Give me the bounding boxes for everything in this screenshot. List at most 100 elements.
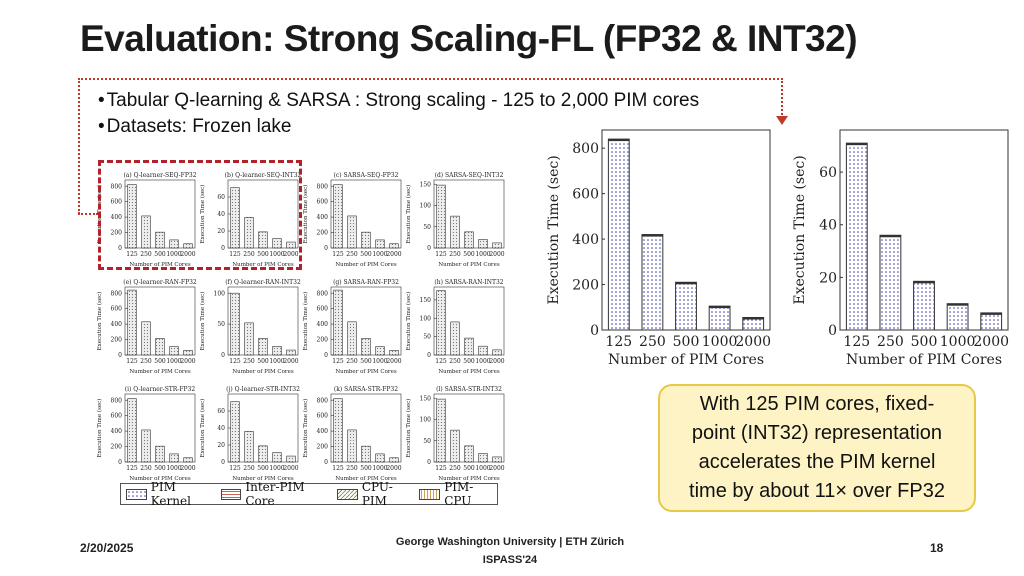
x-tick-label: 2000	[386, 251, 401, 258]
bar	[389, 243, 399, 249]
x-tick-label: 250	[346, 465, 358, 472]
bar-cap	[742, 317, 764, 320]
x-tick-label: 2000	[180, 358, 195, 365]
bar	[272, 452, 282, 463]
bar	[879, 234, 902, 331]
bullet-item: Tabular Q-learning & SARSA : Strong scal…	[98, 88, 699, 114]
x-tick-label: 500	[360, 251, 372, 258]
y-axis-label: Execution Time (sec)	[405, 185, 412, 244]
bar	[389, 350, 399, 356]
dots-pattern-icon	[126, 488, 147, 500]
y-tick-label: 60	[217, 194, 225, 201]
y-tick-label: 50	[217, 321, 225, 328]
x-tick-label: 1000	[166, 358, 181, 365]
bar	[464, 231, 474, 249]
y-tick-label: 0	[118, 352, 122, 359]
bar-chart: (g) SARSA-RAN-FP32 0 200 400 600 800 125 250 500…	[302, 279, 402, 375]
x-axis-label: Number of PIM Cores	[438, 369, 499, 375]
y-axis-label: Execution Time (sec)	[792, 155, 808, 304]
bar	[641, 234, 664, 331]
x-axis-label: Number of PIM Cores	[608, 352, 764, 368]
arrow-down-icon	[776, 116, 788, 125]
bar-chart: (j) Q-learner-STR-INT32 0 20 40 60 125 250 500 1…	[199, 386, 300, 482]
bar	[436, 398, 446, 463]
bar	[389, 457, 399, 463]
bar	[183, 350, 193, 356]
bar-cap	[608, 139, 630, 142]
bar	[230, 292, 240, 356]
y-tick-label: 200	[111, 230, 123, 237]
x-tick-label: 1000	[269, 251, 284, 258]
highlight-box	[98, 160, 302, 270]
y-tick-label: 0	[221, 352, 225, 359]
bar	[913, 280, 935, 331]
footer-affiliation: George Washington University | ETH Züric…	[380, 533, 640, 569]
bar	[375, 346, 385, 356]
diag-pattern-icon	[337, 488, 358, 500]
y-tick-label: 100	[214, 290, 226, 297]
y-axis-label: Execution Time (sec)	[405, 292, 412, 351]
chart-title: (e) Q-learner-RAN-FP32	[123, 279, 197, 286]
bar	[169, 453, 179, 463]
x-tick-label: 500	[154, 358, 166, 365]
y-axis-label: Execution Time (sec)	[96, 292, 103, 351]
x-tick-label: 125	[332, 465, 344, 472]
x-tick-label: 2000	[283, 465, 298, 472]
y-tick-label: 40	[819, 218, 837, 234]
y-tick-label: 600	[317, 306, 329, 313]
x-axis-label: Number of PIM Cores	[129, 262, 190, 268]
y-tick-label: 600	[111, 306, 123, 313]
page-number: 18	[930, 541, 944, 555]
bar-chart: (i) Q-learner-STR-FP32 0 200 400 600 800 125 25…	[96, 386, 196, 482]
bar-chart: (k) SARSA-STR-FP32 0 200 400 600 800 125 250 500…	[302, 386, 402, 482]
bar	[361, 338, 371, 356]
x-tick-label: 250	[140, 251, 152, 258]
bar	[286, 455, 296, 463]
y-tick-label: 200	[111, 444, 123, 451]
x-tick-label: 1000	[269, 465, 284, 472]
chart-title: (c) SARSA-SEQ-FP32	[334, 172, 399, 179]
legend-label: CPU-PIM	[361, 480, 393, 508]
bar	[675, 281, 697, 331]
y-tick-label: 800	[317, 183, 329, 190]
x-axis-label: Number of PIM Cores	[335, 262, 396, 268]
legend-label: PIM Kernel	[150, 480, 191, 508]
x-tick-label: 125	[126, 251, 138, 258]
bar-cap	[675, 282, 697, 285]
x-tick-label: 2000	[180, 465, 195, 472]
bar	[361, 231, 371, 249]
y-axis-label: Execution Time (sec)	[546, 155, 562, 304]
bar	[361, 445, 371, 463]
bar	[450, 429, 460, 463]
chart-title: (l) SARSA-STR-INT32	[436, 386, 502, 393]
y-tick-label: 100	[420, 417, 432, 424]
connector-line	[78, 78, 80, 214]
footer-date: 2/20/2025	[80, 541, 134, 555]
x-axis-label: Number of PIM Cores	[232, 369, 293, 375]
bar	[286, 349, 296, 356]
x-tick-label: 500	[360, 465, 372, 472]
x-tick-label: 1000	[166, 251, 181, 258]
y-axis-label: Execution Time (sec)	[199, 185, 206, 244]
x-tick-label: 125	[332, 251, 344, 258]
y-tick-label: 200	[572, 277, 599, 293]
bar-cap	[846, 143, 868, 146]
bar	[478, 453, 488, 463]
x-tick-label: 2000	[735, 334, 771, 350]
y-tick-label: 20	[217, 228, 225, 235]
legend-item: PIM-CPU	[419, 480, 497, 508]
bar-chart: (e) Q-learner-RAN-FP32 0 200 400 600 800 125 25…	[96, 279, 197, 375]
chart-title: (a) Q-learner-SEQ-FP32	[123, 172, 196, 179]
bar	[450, 215, 460, 249]
x-tick-label: 2000	[973, 334, 1009, 350]
bar	[183, 457, 193, 463]
x-tick-label: 500	[463, 251, 475, 258]
y-tick-label: 60	[217, 408, 225, 415]
x-axis-label: Number of PIM Cores	[846, 352, 1002, 368]
x-tick-label: 250	[449, 358, 461, 365]
bar	[464, 445, 474, 463]
x-tick-label: 250	[140, 358, 152, 365]
bar	[980, 312, 1003, 331]
